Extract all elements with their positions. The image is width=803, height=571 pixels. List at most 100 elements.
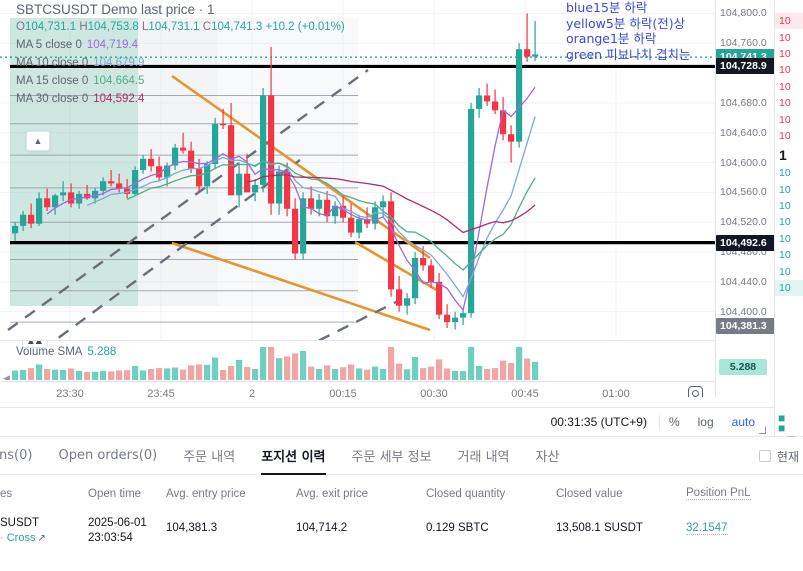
price-tick: 104,400.0: [720, 305, 767, 318]
volume-series: [12, 347, 539, 380]
current-symbol-label: 현재: [776, 449, 799, 464]
table-column-header: Avg. entry price: [166, 487, 246, 500]
table-column-header: Closed quantity: [426, 487, 506, 500]
orderbook-header: [775, 0, 803, 13]
tab-positions[interactable]: sitions(0): [0, 448, 33, 463]
volume-legend: Volume SMA 5.288: [16, 346, 116, 358]
price-badge: 104,381.3: [716, 317, 774, 334]
orderbook-bid-row[interactable]: 10: [779, 167, 791, 180]
price-tick: 104,800.0: [720, 7, 767, 20]
chart-pane[interactable]: SBTCSUSDT Demo last price · 1 O104,731.1…: [0, 0, 715, 397]
divider: [658, 414, 660, 430]
percent-scale-button[interactable]: %: [668, 415, 680, 429]
chart-plot-area[interactable]: [0, 0, 715, 340]
cell-avg-exit-price: 104,714.2: [296, 522, 348, 534]
time-tick: 01:00: [602, 388, 630, 397]
table-column-header: Closed value: [556, 487, 623, 500]
panel-minimize-icon[interactable]: ─: [787, 431, 795, 443]
volume-value: 5.288: [87, 346, 117, 358]
price-tick: 104,680.0: [720, 96, 767, 109]
column-header-label: Position PnL: [686, 487, 751, 500]
orderbook-bid-row[interactable]: 10: [779, 200, 791, 213]
orderbook-mid-price: 1: [779, 146, 787, 163]
cell-position-pnl: 32.1547: [686, 522, 728, 535]
volume-pane[interactable]: Volume SMA 5.288 ◀: [0, 340, 715, 380]
time-tick: 00:30: [420, 388, 448, 397]
table-row[interactable]: SUSDT · Cross ↗ 2025-06-01 23:03:54 104,381.3…: [0, 508, 803, 554]
price-tick: 104,600.0: [720, 156, 767, 169]
orderbook-ask-row[interactable]: 10: [779, 47, 791, 60]
orderbook-ask-row[interactable]: 10: [775, 13, 803, 30]
volume-collapse-icon[interactable]: ◀: [3, 373, 10, 380]
tab-3[interactable]: 포지션 이력: [248, 437, 338, 475]
orderbook-ask-row[interactable]: 10: [779, 80, 791, 93]
annotation-line: green 피보나치 겹치는: [566, 46, 691, 62]
cell-avg-entry-price: 104,381.3: [166, 522, 218, 534]
tab-1[interactable]: Open orders(0): [58, 448, 158, 463]
table-column-header: Position PnL: [686, 475, 803, 508]
time-tick: 00:45: [511, 388, 539, 397]
volume-label: Volume SMA: [16, 346, 83, 358]
table-column-header: Open time: [88, 487, 142, 500]
orderbook-ask-row[interactable]: 10: [779, 31, 791, 44]
table-column-header: Avg. exit price: [296, 487, 369, 500]
candlestick-series[interactable]: [0, 0, 715, 340]
chart-clock: 00:31:35 (UTC+9): [550, 415, 647, 429]
price-tick: 104,520.0: [720, 216, 767, 229]
reset-view-target-icon[interactable]: [688, 386, 703, 397]
external-link-icon[interactable]: ↗: [37, 533, 46, 544]
orderbook-bid-row[interactable]: 10: [779, 232, 791, 245]
orderbook-bid-row[interactable]: 10: [779, 216, 791, 229]
price-badge: 104,492.6: [716, 234, 774, 251]
cell-closed-quantity: 0.129 SBTC: [426, 522, 489, 534]
price-tick: 104,760.0: [720, 37, 767, 50]
time-tick: 00:15: [329, 388, 357, 397]
bottom-panel: sitions(0) Open orders(0) 주문 내역 포지션 이력 주문 세부…: [0, 431, 803, 571]
time-tick: 23:30: [56, 388, 84, 397]
chart-status-bar: 00:31:35 (UTC+9) % log auto: [0, 407, 774, 436]
price-badge: 104,728.9: [716, 58, 774, 75]
orderbook-ask-row[interactable]: 10: [779, 64, 791, 77]
annotation-line: yellow5분 하락(전)상: [566, 15, 686, 31]
orderbook-ask-row[interactable]: 10: [779, 129, 791, 142]
log-scale-button[interactable]: log: [697, 415, 714, 429]
price-tick: 104,640.0: [720, 126, 767, 139]
table-column-header: es: [0, 487, 13, 500]
auto-scale-button[interactable]: auto: [731, 415, 755, 429]
orderbook-bid-row[interactable]: 10: [779, 183, 791, 196]
resize-handle[interactable]: [759, 427, 766, 434]
price-tick: 104,440.0: [720, 275, 767, 288]
current-symbol-checkbox[interactable]: [758, 450, 771, 462]
annotation-line: blue15분 하락: [566, 0, 648, 15]
collapse-chevron-up-icon[interactable]: ▲: [26, 131, 50, 151]
orderbook-strip[interactable]: 10 10 10 10 10 10 10 10 1 10 10 10 10 10 10 10 10 ■ ■: [774, 0, 803, 436]
time-tick: 23:45: [147, 388, 175, 397]
orderbook-depth-icon[interactable]: ■ ■: [778, 411, 786, 435]
time-tick: 2: [248, 388, 256, 397]
orderbook-ask-row[interactable]: 10: [779, 97, 791, 110]
tab-6[interactable]: 자산: [535, 450, 560, 465]
time-axis[interactable]: 23:30 23:45 2 00:15 00:30 00:45 01:00: [0, 381, 715, 397]
orderbook-bid-row[interactable]: 10: [779, 265, 791, 278]
orderbook-bid-row[interactable]: 10: [779, 249, 791, 262]
chart-drawings: [0, 18, 715, 340]
annotation-line: orange1분 하락: [566, 31, 657, 46]
chart-annotation-text: blue15분 하락 yellow5분 하락(전)상 orange1분 하락 g…: [566, 0, 691, 62]
orderbook-ask-row[interactable]: 10: [779, 113, 791, 126]
cell-closed-value: 13,508.1 SUSDT: [556, 522, 643, 534]
tab-5[interactable]: 거래 내역: [457, 450, 510, 465]
orderbook-bid-row[interactable]: 10: [775, 279, 803, 297]
tabbar-right-controls: 현재: [758, 437, 799, 475]
price-tick: 104,560.0: [720, 186, 767, 199]
volume-visibility-icon[interactable]: [22, 341, 48, 348]
cell-open-time: 2025-06-01 23:03:54: [88, 517, 147, 544]
price-axis[interactable]: 104,800.0 104,760.0 104,680.0 104,640.0 104,…: [715, 0, 774, 397]
position-history-table: es Open time Avg. entry price Avg. exit pri…: [0, 475, 803, 554]
tab-4[interactable]: 주문 세부 정보: [351, 450, 432, 465]
volume-price-badge: 5.288: [719, 359, 767, 375]
cell-symbol: SUSDT · Cross ↗: [0, 517, 46, 544]
tab-2[interactable]: 주문 내역: [183, 450, 236, 465]
table-header-row: es Open time Avg. entry price Avg. exit pri…: [0, 475, 803, 508]
bottom-tabbar: sitions(0) Open orders(0) 주문 내역 포지션 이력 주문 세부…: [0, 431, 803, 475]
